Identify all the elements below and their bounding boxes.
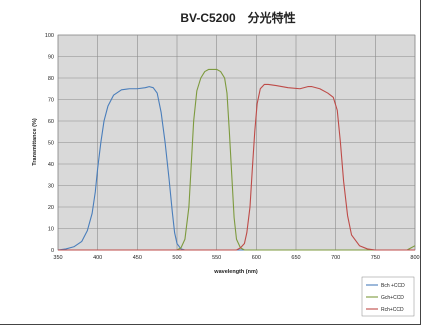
legend: Bch +CCD Gch+CCD Rch+CCD (366, 283, 405, 313)
y-tick-label: 50 (48, 141, 54, 147)
x-tick-label: 750 (371, 255, 380, 261)
chart-frame (0, 0, 421, 325)
x-tick-label: 500 (172, 255, 181, 261)
y-tick-label: 40 (48, 162, 54, 168)
y-tick-label: 100 (45, 33, 54, 39)
y-tick-label: 60 (48, 119, 54, 125)
series-lines (57, 68, 416, 251)
y-axis-label: Transmittance (%) (32, 118, 38, 166)
x-tick-label: 600 (252, 255, 261, 261)
y-tick-label: 10 (48, 227, 54, 233)
x-tick-label: 650 (291, 255, 300, 261)
series-line-3 (58, 83, 415, 251)
x-tick-label: 550 (212, 255, 221, 261)
y-tick-label: 20 (48, 205, 54, 211)
y-axis-ticks: 0 10 20 30 40 50 60 70 80 90 100 (45, 33, 54, 254)
series-line-2 (58, 68, 416, 251)
y-tick-label: 90 (48, 55, 54, 61)
x-tick-label: 400 (93, 255, 102, 261)
y-tick-label: 30 (48, 184, 54, 190)
y-tick-label: 80 (48, 76, 54, 82)
legend-label: Bch +CCD (381, 283, 405, 289)
y-tick-label: 0 (51, 248, 54, 254)
x-axis-label: wavelength (nm) (213, 269, 258, 275)
grid (57, 34, 416, 251)
x-tick-label: 700 (331, 255, 340, 261)
series-line-1 (57, 86, 415, 251)
x-axis-ticks: 350 400 450 500 550 600 650 700 750 800 (53, 255, 419, 261)
x-tick-label: 350 (53, 255, 62, 261)
chart-title: BV-C5200 分光特性 (180, 10, 295, 25)
x-tick-label: 800 (410, 255, 419, 261)
x-tick-label: 450 (133, 255, 142, 261)
legend-label: Gch+CCD (381, 295, 404, 301)
y-tick-label: 70 (48, 98, 54, 104)
legend-label: Rch+CCD (381, 307, 404, 313)
